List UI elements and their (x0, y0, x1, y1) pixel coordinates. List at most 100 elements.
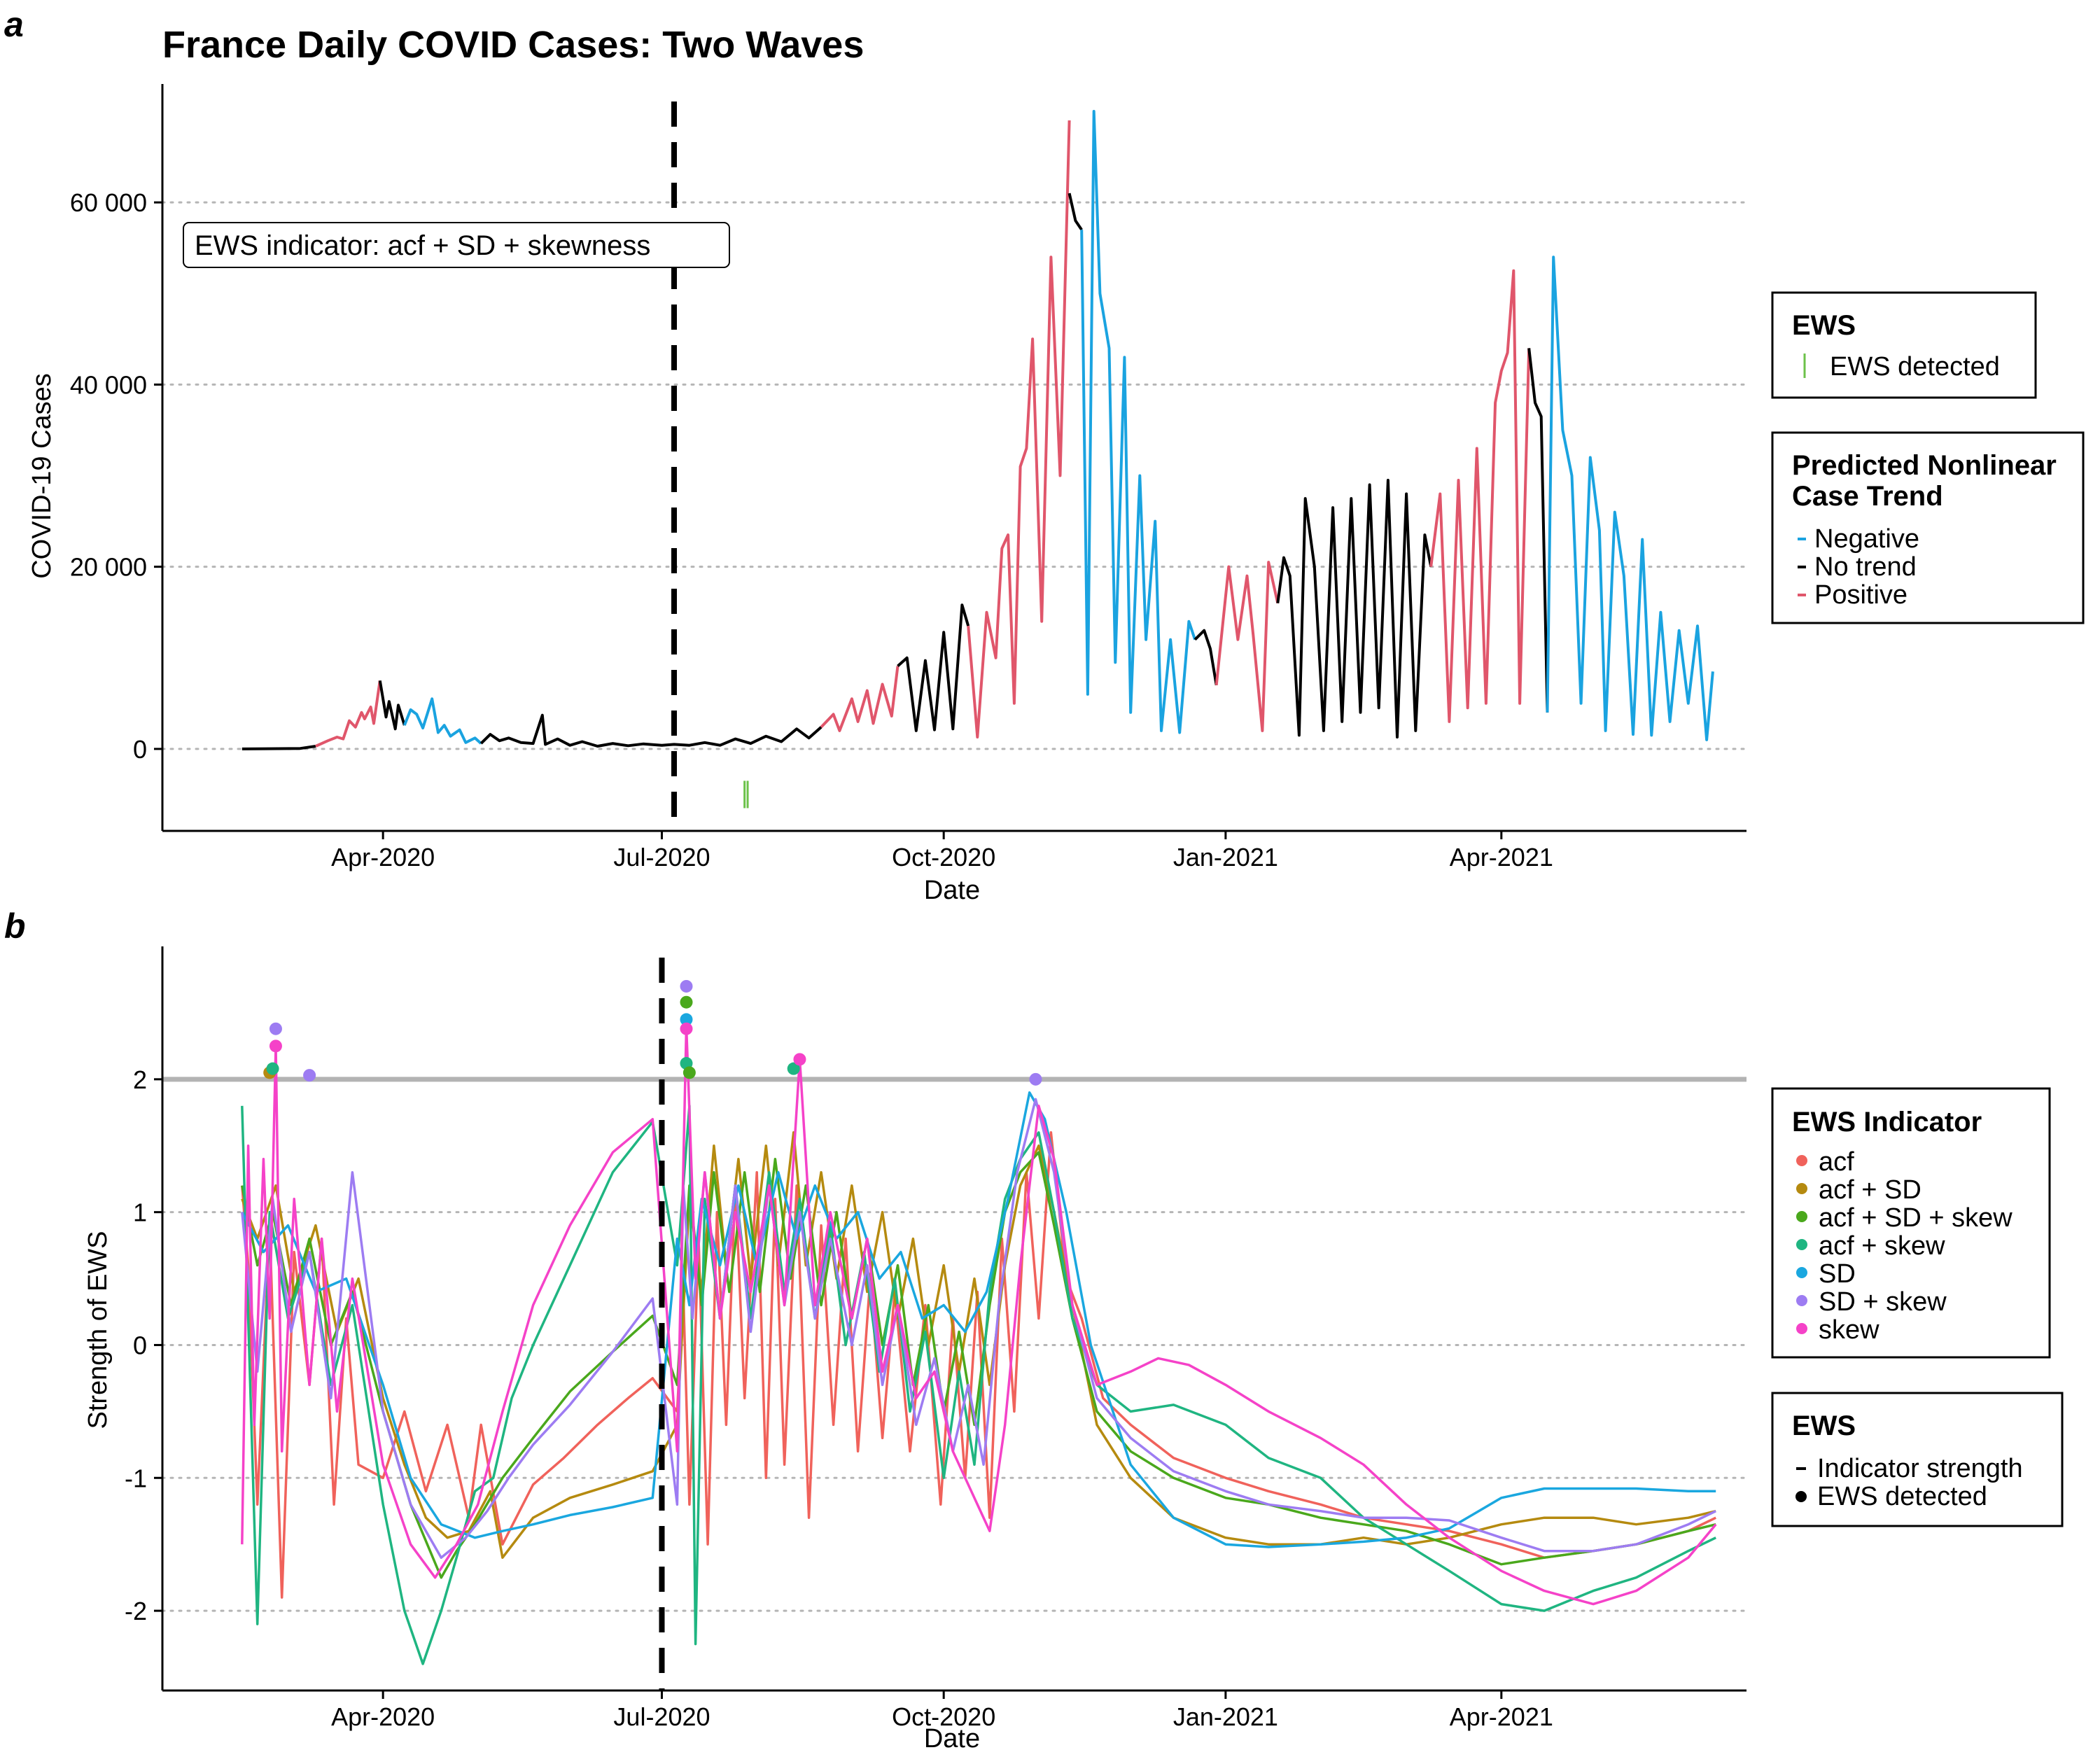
panel-a-ews-marks (743, 780, 749, 808)
case-segment-positive (967, 120, 1071, 738)
legend-indicator-label-acf-plus-sd-plus-skew: acf + SD + skew (1819, 1203, 2012, 1233)
case-segment-no-trend (241, 745, 316, 750)
legend-ews-a-frame (1771, 291, 2037, 399)
panel-a-case-series (241, 110, 1714, 750)
legend-indicator-dot-acf (1796, 1155, 1807, 1166)
indicator-line-skew (241, 1025, 1717, 1606)
case-segment-no-trend (1068, 192, 1083, 231)
legend-indicator-title: EWS Indicator (1792, 1107, 1982, 1138)
ews-point-acf-plus-sd-plus-skew (680, 995, 693, 1009)
legend-indicator-dot-acf-plus-sd (1796, 1183, 1807, 1194)
panel-b-y-tick-label: 1 (133, 1198, 147, 1227)
legend-ews-a-title: EWS (1792, 310, 1856, 341)
legend-indicator-dot-skew (1796, 1323, 1807, 1334)
legend-ews-detected-label: EWS detected (1830, 352, 2000, 382)
legend-indicator-dot-acf-plus-sd-plus-skew (1796, 1211, 1807, 1222)
panel-a-axes: 0 20 000 40 000 60 000 Apr-2020 Jul-2020 Oct-2… (70, 84, 1746, 872)
ews-point-skew (269, 1040, 282, 1053)
case-segment-no-trend (897, 603, 970, 732)
legend-indicator-dot-sd (1796, 1267, 1807, 1278)
ews-point-acf-plus-skew (787, 1062, 800, 1075)
legend-trend-frame (1771, 431, 2085, 624)
legend-trend-label-negative: Negative (1814, 524, 1919, 554)
case-segment-no-trend (1527, 348, 1549, 713)
legend-indicator-label-skew: skew (1819, 1315, 1879, 1345)
annotation-text: EWS indicator: acf + SD + skewness (195, 230, 650, 261)
case-segment-negative (1080, 110, 1196, 734)
panel-b-xlabel: Date (924, 1724, 980, 1750)
case-segment-no-trend (1276, 479, 1433, 738)
panel-b-x-tick-label: Apr-2021 (1450, 1702, 1553, 1731)
ews-point-skew (793, 1053, 806, 1066)
indicator-line-acf (241, 1131, 1716, 1599)
panel-b-axes: -2 -1 0 1 2 Apr-2020 Jul-2020 Oct-2020 Jan-2021 A… (125, 946, 1746, 1731)
panel-b-y-tick-label: -2 (125, 1597, 147, 1625)
case-segment-positive (1429, 269, 1531, 723)
case-segment-no-trend (479, 713, 822, 748)
legend-indicator-frame (1771, 1087, 2051, 1359)
panel-a-y-tick-label: 20 000 (70, 553, 147, 582)
panel-a-gridlines (161, 201, 1748, 750)
legend-indicator-strength-label: Indicator strength (1817, 1454, 2023, 1483)
legend-ews-b: EWS Indicator strength EWS detected (1771, 1392, 2064, 1527)
case-segment-negative (402, 697, 482, 745)
panel-a-x-tick-label: Jul-2020 (613, 843, 710, 872)
panel-b-x-tick-label: Apr-2020 (331, 1702, 435, 1731)
legend-ews-b-frame (1771, 1392, 2064, 1527)
panel-a-xlabel: Date (924, 876, 980, 905)
legend-ews-b-detected-label: EWS detected (1817, 1482, 1987, 1511)
panel-b-x-tick-label: Jul-2020 (613, 1702, 710, 1731)
case-segment-no-trend (1194, 629, 1218, 686)
legend-ews-b-title: EWS (1792, 1410, 1856, 1441)
panel-b-y-tick-label: -1 (125, 1464, 147, 1492)
case-segment-positive (315, 680, 382, 748)
panel-b-x-tick-label: Oct-2020 (892, 1702, 995, 1731)
panel-b-tag: b (4, 906, 26, 946)
panel-b-ews-points (263, 979, 1042, 1086)
panel-a-x-tick-label: Jan-2021 (1173, 843, 1278, 872)
legend-indicator-label-acf-plus-skew: acf + skew (1819, 1231, 1945, 1261)
legend-indicator-label-sd-plus-skew: SD + skew (1819, 1287, 1947, 1317)
ews-point-sd-plus-skew (269, 1022, 282, 1035)
indicator-line-acf-plus-sd-plus-skew (241, 1151, 1716, 1579)
legend-indicator-label-sd: SD (1819, 1259, 1856, 1289)
ews-point-skew (680, 1022, 693, 1035)
ews-point-sd-plus-skew (1029, 1072, 1042, 1086)
panel-a-y-tick-label: 40 000 (70, 370, 147, 399)
panel-a-y-tick-label: 60 000 (70, 188, 147, 217)
legend-trend: Predicted Nonlinear Case Trend Negative … (1771, 431, 2085, 624)
panel-b-ylabel: Strength of EWS (83, 1231, 113, 1429)
case-segment-positive (1214, 561, 1280, 732)
panel-a-title: France Daily COVID Cases: Two Waves (162, 24, 864, 66)
ews-point-acf-plus-skew (266, 1062, 279, 1075)
panel-b-y-tick-label: 2 (133, 1065, 147, 1094)
panel-b-y-tick-label: 0 (133, 1331, 147, 1359)
ews-point-sd-plus-skew (680, 979, 693, 993)
case-segment-positive (820, 666, 899, 732)
panel-b-x-tick-label: Jan-2021 (1173, 1702, 1278, 1731)
panel-a-y-tick-label: 0 (133, 735, 147, 764)
ews-point-sd (680, 1013, 693, 1026)
annotation-box (183, 222, 730, 268)
legend-indicator-label-acf: acf (1819, 1147, 1854, 1177)
legend-trend-label-positive: Positive (1814, 580, 1907, 610)
panel-a-ylabel: COVID-19 Cases (27, 373, 57, 579)
panel-a-x-tick-label: Apr-2020 (331, 843, 435, 872)
legend-indicator-label-acf-plus-sd: acf + SD (1819, 1175, 1921, 1205)
panel-a-tag: a (4, 5, 24, 44)
legend-ews-detected-dot (1795, 1491, 1807, 1502)
legend-indicator-dot-acf-plus-skew (1796, 1239, 1807, 1250)
legend-ews-a: EWS EWS detected (1771, 291, 2037, 399)
panel-a-x-tick-label: Apr-2021 (1450, 843, 1553, 872)
ews-point-sd-plus-skew (303, 1069, 316, 1082)
indicator-line-acf-plus-skew (241, 1105, 1716, 1665)
panel-b-indicator-series (241, 1025, 1717, 1665)
case-segment-negative (1546, 255, 1714, 741)
ews-point-acf-plus-sd-plus-skew (682, 1066, 696, 1079)
legend-trend-title-line1: Predicted Nonlinear (1792, 450, 2057, 481)
panel-a-x-tick-label: Oct-2020 (892, 843, 995, 872)
case-segment-no-trend (378, 680, 406, 731)
